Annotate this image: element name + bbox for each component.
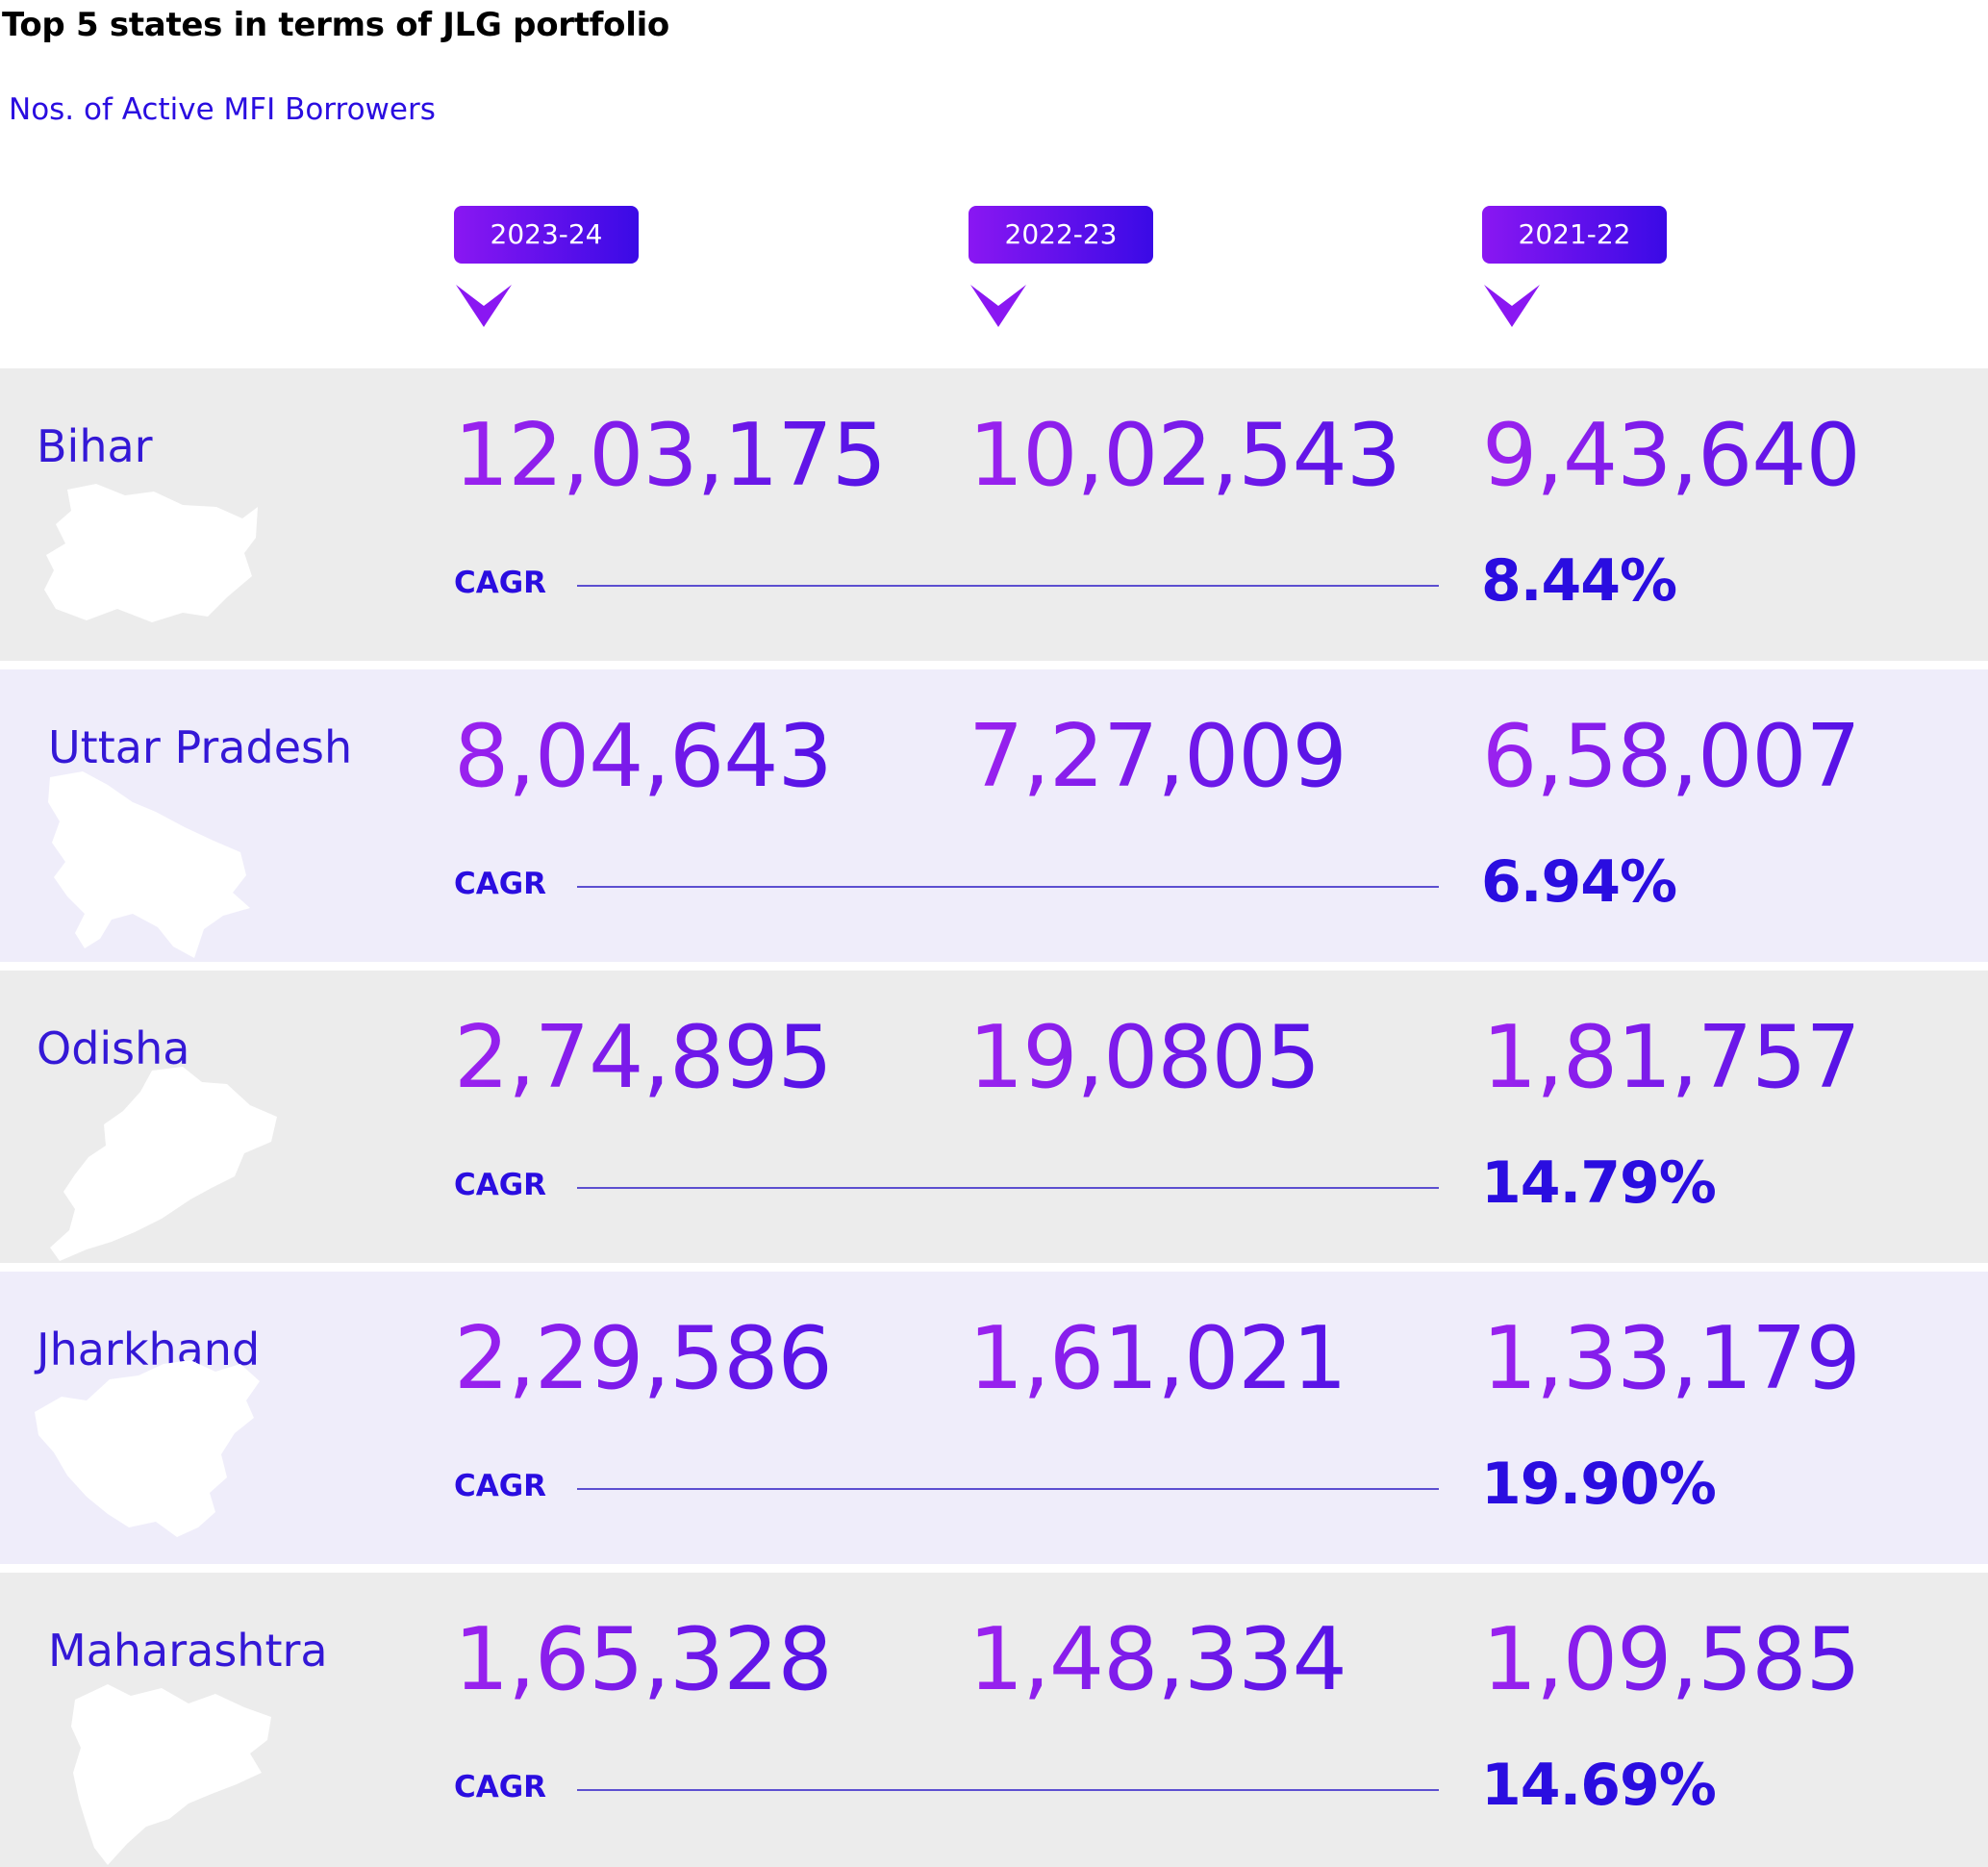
state-row-odisha: Odisha 2,74,895 19,0805 1,81,757 CAGR 14… (0, 971, 1988, 1263)
bihar-map-icon (44, 484, 258, 622)
value-2022-23: 10,02,543 (969, 405, 1401, 506)
cagr-label: CAGR (454, 1770, 547, 1804)
value-2021-22: 1,33,179 (1482, 1308, 1861, 1409)
value-2023-24: 8,04,643 (454, 706, 833, 807)
cagr-label: CAGR (454, 1469, 547, 1503)
cagr-divider (577, 1187, 1439, 1189)
value-2023-24: 12,03,175 (454, 405, 887, 506)
state-row-maharashtra: Maharashtra 1,65,328 1,48,334 1,09,585 C… (0, 1573, 1988, 1867)
year-tag-2022-23: 2022-23 (969, 206, 1153, 327)
year-label: 2021-22 (1482, 206, 1667, 264)
cagr-value: 8.44% (1481, 547, 1677, 615)
cagr-value: 19.90% (1481, 1451, 1717, 1518)
value-2021-22: 1,09,585 (1482, 1609, 1861, 1710)
jharkhand-map-icon (35, 1360, 260, 1537)
cagr-divider (577, 886, 1439, 888)
cagr-divider (577, 1789, 1439, 1791)
state-row-uttar-pradesh: Uttar Pradesh 8,04,643 7,27,009 6,58,007… (0, 669, 1988, 962)
value-2022-23: 1,48,334 (969, 1609, 1347, 1710)
state-name: Jharkhand (37, 1324, 261, 1375)
value-2022-23: 7,27,009 (969, 706, 1347, 807)
value-2023-24: 2,74,895 (454, 1007, 833, 1108)
maharashtra-map-icon (71, 1684, 271, 1865)
value-2023-24: 1,65,328 (454, 1609, 833, 1710)
state-row-bihar: Bihar 12,03,175 10,02,543 9,43,640 CAGR … (0, 368, 1988, 661)
year-tag-2021-22: 2021-22 (1482, 206, 1667, 327)
cagr-label: CAGR (454, 566, 547, 600)
value-2021-22: 6,58,007 (1482, 706, 1861, 807)
cagr-divider (577, 1488, 1439, 1490)
chevron-down-icon (970, 285, 1026, 327)
state-name: Maharashtra (48, 1625, 328, 1677)
cagr-label: CAGR (454, 1168, 547, 1202)
year-label: 2022-23 (969, 206, 1153, 264)
odisha-map-icon (50, 1067, 277, 1261)
cagr-value: 14.69% (1481, 1752, 1717, 1819)
value-2021-22: 9,43,640 (1482, 405, 1861, 506)
value-2022-23: 1,61,021 (969, 1308, 1347, 1409)
state-name: Uttar Pradesh (48, 721, 353, 773)
cagr-value: 14.79% (1481, 1149, 1717, 1217)
cagr-value: 6.94% (1481, 848, 1677, 916)
state-name: Bihar (37, 420, 153, 472)
state-name: Odisha (37, 1022, 190, 1074)
year-tag-2023-24: 2023-24 (454, 206, 639, 327)
uttar-pradesh-map-icon (48, 771, 250, 958)
page-subtitle: Nos. of Active MFI Borrowers (9, 92, 436, 127)
chevron-down-icon (456, 285, 512, 327)
cagr-divider (577, 585, 1439, 587)
value-2021-22: 1,81,757 (1482, 1007, 1861, 1108)
value-2023-24: 2,29,586 (454, 1308, 833, 1409)
value-2022-23: 19,0805 (969, 1007, 1321, 1108)
chevron-down-icon (1484, 285, 1540, 327)
state-row-jharkhand: Jharkhand 2,29,586 1,61,021 1,33,179 CAG… (0, 1272, 1988, 1564)
cagr-label: CAGR (454, 867, 547, 901)
page-title: Top 5 states in terms of JLG portfolio (2, 6, 669, 44)
year-label: 2023-24 (454, 206, 639, 264)
